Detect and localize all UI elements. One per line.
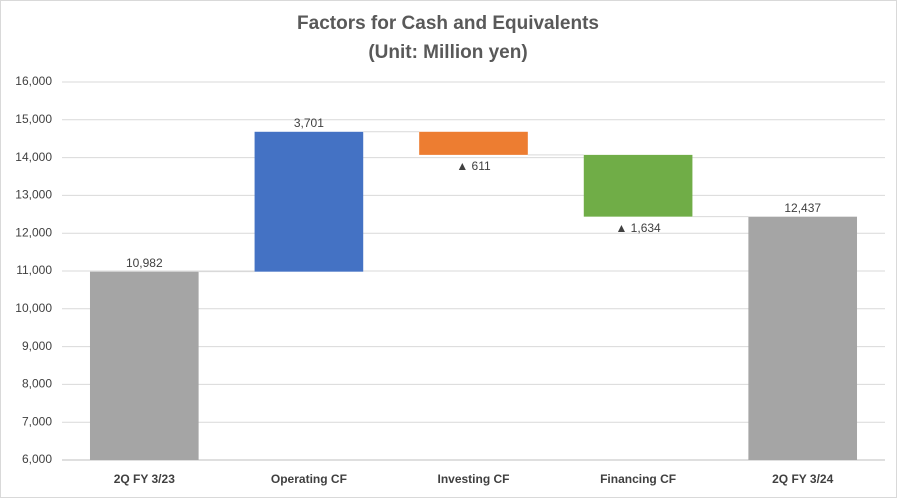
y-tick-label: 12,000 (15, 225, 52, 239)
bar (254, 131, 364, 272)
y-tick-label: 8,000 (22, 377, 52, 391)
data-label: 10,982 (126, 256, 163, 270)
y-tick-label: 10,000 (15, 301, 52, 315)
bar (419, 131, 528, 155)
x-tick-label: 2Q FY 3/24 (772, 472, 833, 486)
y-tick-label: 9,000 (22, 339, 52, 353)
y-tick-label: 13,000 (15, 188, 52, 202)
y-tick-label: 14,000 (15, 150, 52, 164)
bar (748, 216, 858, 460)
y-tick-label: 15,000 (15, 112, 52, 126)
data-label: 12,437 (784, 201, 821, 215)
chart-title: Factors for Cash and Equivalents (297, 13, 599, 34)
y-tick-label: 7,000 (22, 414, 52, 428)
x-tick-label: Investing CF (437, 472, 509, 486)
x-tick-label: 2Q FY 3/23 (114, 472, 175, 486)
x-tick-label: Financing CF (600, 472, 676, 486)
bar (583, 154, 693, 217)
data-label: ▲ 1,634 (615, 221, 661, 235)
y-tick-label: 6,000 (22, 452, 52, 466)
chart-subtitle: (Unit: Million yen) (368, 42, 527, 63)
bar (89, 271, 199, 460)
x-tick-label: Operating CF (271, 472, 347, 486)
y-tick-label: 11,000 (16, 263, 52, 277)
y-tick-label: 16,000 (15, 74, 52, 88)
data-label: ▲ 611 (456, 159, 491, 173)
data-label: 3,701 (294, 116, 324, 130)
